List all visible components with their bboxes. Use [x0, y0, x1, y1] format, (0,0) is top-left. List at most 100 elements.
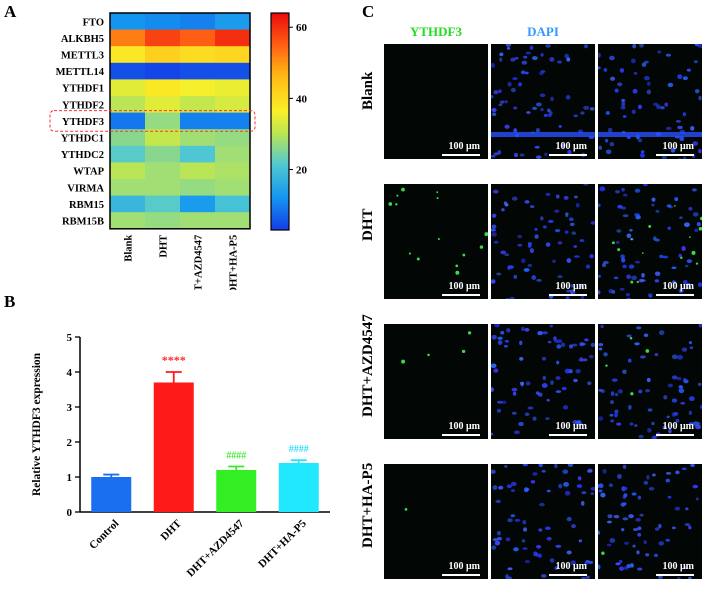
heatmap-cell	[180, 129, 216, 147]
heatmap-cell	[180, 29, 216, 47]
y-tick-label: 3	[67, 402, 73, 414]
micrograph-3-1: 100 μm	[491, 464, 595, 579]
channel-header-dapi: DAPI	[527, 24, 559, 39]
micrograph-2-2: 100 μm	[598, 324, 702, 439]
heatmap-cell	[110, 46, 146, 64]
heatmap-cell	[215, 129, 251, 147]
heatmap-cell	[110, 29, 146, 47]
heatmap-cell	[215, 195, 251, 213]
heatmap-cell	[180, 96, 216, 114]
heatmap-row-label: RBM15B	[62, 217, 104, 228]
scale-bar-label: 100 μm	[555, 421, 588, 432]
heatmap-cell	[215, 29, 251, 47]
scale-bar	[549, 154, 587, 156]
heatmap-cell	[215, 212, 251, 230]
micrograph-0-2: 100 μm	[598, 44, 702, 159]
scale-bar-label: 100 μm	[448, 421, 481, 432]
heatmap-cell	[145, 46, 181, 64]
heatmap-row-label: YTHDF2	[62, 100, 104, 111]
heatmap-row-label: METTL14	[56, 67, 105, 78]
heatmap-cell	[145, 195, 181, 213]
row-label-3: DHT+HA-P5	[360, 462, 376, 548]
heatmap-row-label: YTHDF3	[62, 117, 104, 128]
micrograph-3-2: 100 μm	[598, 464, 702, 579]
heatmap-row-label: METTL3	[61, 51, 104, 62]
micrograph-0-1: 100 μm	[491, 44, 595, 159]
colorbar-tick-label: 40	[296, 93, 308, 105]
heatmap-cell	[110, 129, 146, 147]
heatmap-cell	[145, 13, 181, 31]
row-label-0: Blank	[360, 71, 376, 110]
heatmap-cell	[110, 62, 146, 80]
heatmap-cell	[145, 96, 181, 114]
bar	[216, 470, 257, 512]
panel-label-b: B	[4, 292, 16, 311]
scale-bar-label: 100 μm	[448, 561, 481, 572]
micrograph-1-0: 100 μm	[384, 184, 488, 299]
y-tick-label: 4	[67, 367, 73, 379]
heatmap-cell	[215, 79, 251, 97]
heatmap-cell	[145, 62, 181, 80]
scale-bar	[442, 434, 480, 436]
scale-bar	[656, 294, 694, 296]
y-tick-label: 2	[67, 437, 73, 449]
scale-bar	[656, 574, 694, 576]
heatmap-cell	[180, 46, 216, 64]
heatmap-cell	[110, 13, 146, 31]
scale-bar-label: 100 μm	[555, 141, 588, 152]
channel-header-merge: Merge	[631, 24, 669, 39]
scale-bar-label: 100 μm	[662, 281, 695, 292]
significance-label: ####	[289, 444, 309, 455]
highlight-box	[49, 110, 256, 132]
heatmap-cell	[145, 112, 181, 130]
heatmap-row-label: YTHDC1	[61, 134, 104, 145]
heatmap-cell	[180, 79, 216, 97]
heatmap-cell	[145, 29, 181, 47]
heatmap-cell	[215, 112, 251, 130]
scale-bar-label: 100 μm	[662, 421, 695, 432]
heatmap-cell	[215, 62, 251, 80]
heatmap-cell	[110, 179, 146, 197]
significance-label: ####	[226, 451, 246, 462]
heatmap-cell	[145, 129, 181, 147]
heatmap-cell	[110, 212, 146, 230]
heatmap-row-label: ALKBH5	[61, 34, 104, 45]
scale-bar	[442, 154, 480, 156]
scale-bar	[549, 574, 587, 576]
heatmap-row-label: RBM15	[69, 200, 104, 211]
y-tick-label: 0	[67, 507, 73, 519]
heatmap-column-label: Blank	[124, 235, 135, 262]
micrograph-2-0: 100 μm	[384, 324, 488, 439]
scale-bar	[656, 154, 694, 156]
colorbar-tick-label: 60	[296, 22, 308, 34]
heatmap-row-label: YTHDF1	[62, 84, 104, 95]
scale-bar	[442, 574, 480, 576]
heatmap-cell	[145, 145, 181, 163]
y-tick-label: 5	[67, 332, 73, 344]
panel-label-a: A	[4, 2, 17, 21]
heatmap-column-label: DHT+AZD4547	[194, 235, 205, 290]
scale-bar-label: 100 μm	[555, 281, 588, 292]
bar	[91, 477, 132, 512]
heatmap-cell	[110, 112, 146, 130]
heatmap-row-label: WTAP	[73, 167, 104, 178]
bar	[278, 463, 319, 512]
heatmap-cell	[110, 162, 146, 180]
heatmap-cell	[110, 79, 146, 97]
colorbar	[270, 12, 290, 231]
heatmap-cell	[215, 46, 251, 64]
scale-bar	[656, 434, 694, 436]
heatmap-column-label: DHT	[159, 235, 170, 258]
heatmap-cell	[145, 179, 181, 197]
heatmap-cell	[180, 112, 216, 130]
heatmap-column-label: DHT+HA-P5	[229, 235, 240, 290]
row-label-2: DHT+AZD4547	[360, 314, 376, 417]
micrograph-3-0: 100 μm	[384, 464, 488, 579]
scale-bar-label: 100 μm	[555, 561, 588, 572]
heatmap-cell	[145, 212, 181, 230]
heatmap-row-label: YTHDC2	[61, 150, 104, 161]
scale-bar-label: 100 μm	[448, 141, 481, 152]
heatmap-cell	[145, 162, 181, 180]
